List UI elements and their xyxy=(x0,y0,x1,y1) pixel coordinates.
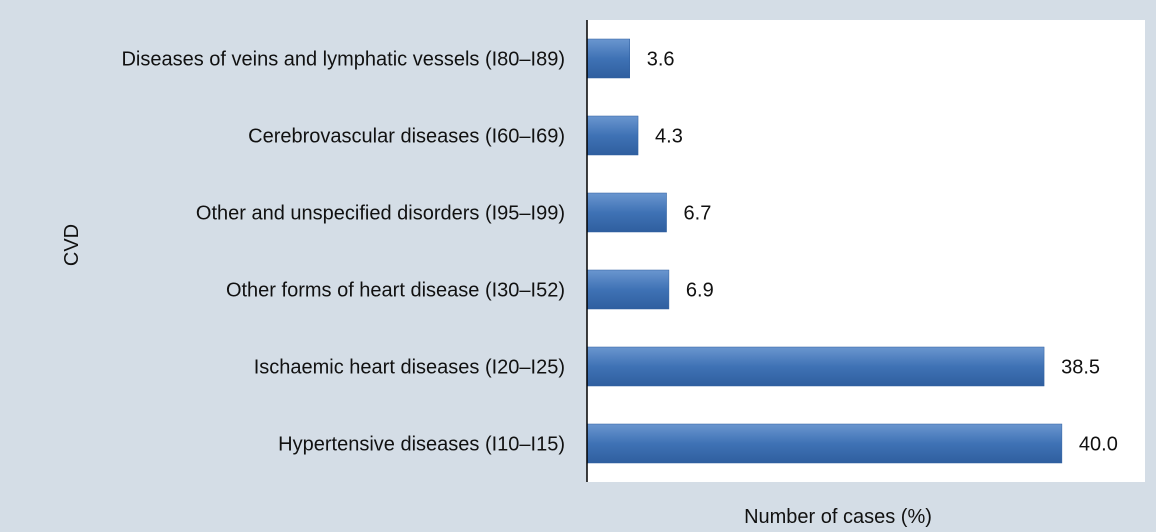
bar xyxy=(586,115,639,156)
value-label: 6.9 xyxy=(686,280,714,302)
x-axis-title: Number of cases (%) xyxy=(744,506,932,528)
bar xyxy=(586,346,1045,387)
bars-group: Diseases of veins and lymphatic vessels … xyxy=(121,38,1118,464)
category-label: Other forms of heart disease (I30–I52) xyxy=(226,280,565,302)
bar xyxy=(586,38,630,79)
y-axis-title: CVD xyxy=(61,224,83,266)
bar xyxy=(586,423,1063,464)
category-label: Hypertensive diseases (I10–I15) xyxy=(278,434,565,456)
value-label: 40.0 xyxy=(1079,434,1118,456)
value-label: 4.3 xyxy=(655,126,683,148)
category-label: Other and unspecified disorders (I95–I99… xyxy=(196,203,565,225)
value-label: 3.6 xyxy=(647,49,675,71)
plot-area xyxy=(587,20,1145,482)
bar xyxy=(586,269,670,310)
category-label: Diseases of veins and lymphatic vessels … xyxy=(121,49,565,71)
category-label: Ischaemic heart diseases (I20–I25) xyxy=(254,357,565,379)
value-label: 38.5 xyxy=(1061,357,1100,379)
category-label: Cerebrovascular diseases (I60–I69) xyxy=(248,126,565,148)
bar xyxy=(586,192,667,233)
value-label: 6.7 xyxy=(684,203,712,225)
